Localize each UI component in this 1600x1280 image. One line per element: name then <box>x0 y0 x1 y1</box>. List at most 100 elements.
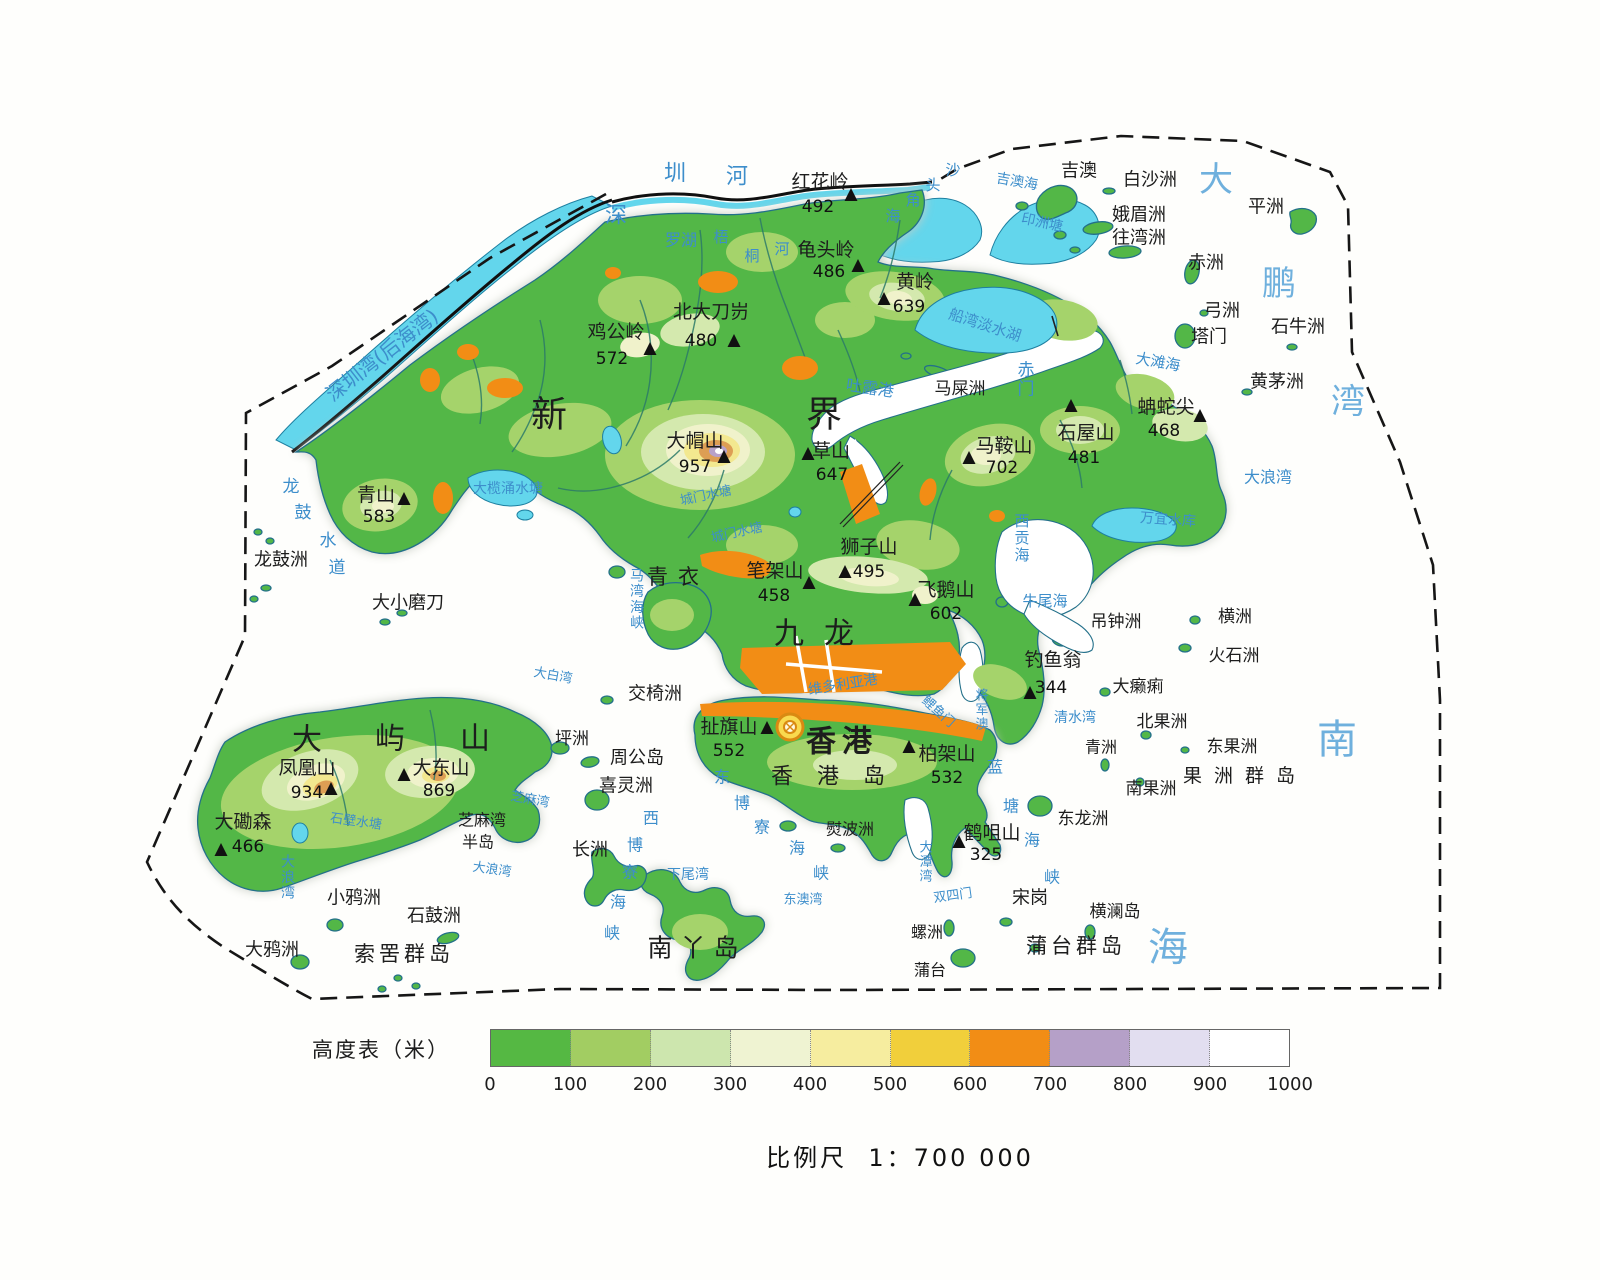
map-label: 沙 <box>945 161 960 179</box>
map-label: 角 <box>905 191 920 209</box>
map-label: 头 <box>925 176 940 194</box>
legend-color-cell <box>570 1030 651 1066</box>
map-label: 山 <box>460 722 490 757</box>
legend-tick: 800 <box>1112 1074 1148 1095</box>
peak-elevation: 572 <box>596 349 628 369</box>
map-label: 大浪湾 <box>472 859 513 880</box>
peak-triangle-icon <box>397 492 411 505</box>
map-label: 南丫岛 <box>647 934 746 963</box>
map-label: 蒲台 <box>914 961 946 980</box>
peak-name: 柏架山 <box>918 743 975 765</box>
map-label: 北果洲 <box>1137 712 1188 732</box>
peak-name: 大东山 <box>412 757 469 779</box>
map-label: 黄茅洲 <box>1250 372 1304 393</box>
peak-elevation: 869 <box>423 781 455 801</box>
peak-name: 笔架山 <box>746 560 803 582</box>
map-label: 大潭湾 <box>919 840 932 884</box>
peak-elevation: 583 <box>363 507 395 527</box>
peak-triangle-icon <box>1023 686 1037 699</box>
peak-elevation: 602 <box>930 604 962 624</box>
map-label: 河 <box>726 165 748 190</box>
peak-elevation: 639 <box>893 297 925 317</box>
map-label: 大白湾 <box>532 664 573 687</box>
map-label: 大 <box>1199 160 1233 200</box>
legend-color-cell <box>810 1030 891 1066</box>
peak-triangle-icon <box>902 740 916 753</box>
legend-tick: 300 <box>712 1074 748 1095</box>
peak-elevation: 647 <box>816 465 848 485</box>
map-label: 西 <box>643 809 659 828</box>
map-label: 果洲群岛 <box>1183 765 1307 787</box>
map-label: 白沙洲 <box>1123 170 1177 191</box>
map-label: 蓝 <box>987 758 1003 777</box>
peak-triangle-icon <box>801 447 815 460</box>
peak-elevation: 492 <box>802 197 834 217</box>
map-label: 周公岛 <box>610 748 664 769</box>
peak-elevation: 495 <box>853 562 885 582</box>
peak-elevation: 486 <box>813 262 845 282</box>
map-label: 圳 <box>664 162 686 187</box>
peak-name: 北大刀岃 <box>673 301 749 323</box>
map-label: 寮 <box>754 818 770 837</box>
map-label: 新 <box>531 395 567 436</box>
legend-title: 高度表（米） <box>312 1038 450 1062</box>
kat-o-island <box>1035 184 1078 220</box>
peak-triangle-icon <box>1193 409 1207 422</box>
shenzhen-river-water <box>611 184 931 211</box>
map-label: 交椅洲 <box>628 684 682 705</box>
map-label: 青洲 <box>1085 738 1117 757</box>
map-label: 吉澳海 <box>995 170 1039 193</box>
map-label: 东果洲 <box>1207 737 1258 757</box>
map-label: 大癞痢 <box>1113 677 1164 697</box>
legend-color-cell <box>1210 1030 1290 1066</box>
map-label: 海 <box>1024 831 1040 850</box>
peak-triangle-icon <box>1064 399 1078 412</box>
peak-name: 青山 <box>357 484 395 506</box>
peak-name: 狮子山 <box>840 536 897 558</box>
map-label: 横澜岛 <box>1090 902 1141 922</box>
map-label: 湾 <box>1331 382 1365 422</box>
map-label: 平洲 <box>1248 197 1284 218</box>
shenzhen-river-border <box>611 180 933 204</box>
peak-elevation: 468 <box>1148 421 1180 441</box>
map-label: 石鼓洲 <box>407 906 461 927</box>
map-label: 香港岛 <box>771 765 909 790</box>
plover-cove-reservoir <box>914 286 1058 354</box>
transport-lines <box>785 439 904 693</box>
map-label: 大浪湾 <box>281 854 295 901</box>
legend-tick: 500 <box>872 1074 908 1095</box>
legend-color-cell <box>1050 1030 1131 1066</box>
peak-name: 石屋山 <box>1057 422 1114 444</box>
peak-triangle-icon <box>643 342 657 355</box>
map-label: 龙 <box>283 477 300 497</box>
map-label: 青衣 <box>647 565 709 589</box>
map-label: 深 <box>605 204 627 229</box>
map-label: 火石洲 <box>1209 646 1260 666</box>
map-label: 长洲 <box>572 840 608 861</box>
map-label: 马湾海峡 <box>630 568 644 631</box>
map-label: 半岛 <box>462 833 494 852</box>
map-label: 石壁水塘 <box>329 810 383 833</box>
map-label: 屿 <box>375 722 405 757</box>
map-label: 喜灵洲 <box>599 776 653 797</box>
map-label: 河 <box>774 240 789 258</box>
victoria-city-marker <box>775 712 805 742</box>
map-label: 马屎洲 <box>935 379 986 399</box>
legend-tick: 1000 <box>1267 1074 1313 1095</box>
map-label: 东 <box>714 768 730 787</box>
cheung-chau-island <box>583 847 648 907</box>
map-label: 南 <box>1317 717 1357 763</box>
legend-color-cell <box>491 1030 571 1066</box>
territory-boundary <box>145 134 1442 1001</box>
map-label: 往湾洲 <box>1112 228 1166 249</box>
legend-color-cell <box>1130 1030 1211 1066</box>
tai-tam-bay-inlet <box>903 797 933 861</box>
map-label: 娥眉洲 <box>1112 205 1166 226</box>
map-label: 香港 <box>806 725 878 760</box>
map-label: 塔门 <box>1191 327 1227 348</box>
port-shelter-inlet <box>994 519 1094 619</box>
peak-triangle-icon <box>908 593 922 606</box>
map-label: 东澳湾 <box>783 892 822 908</box>
ngau-mei-hoi-inlet <box>1023 599 1094 653</box>
